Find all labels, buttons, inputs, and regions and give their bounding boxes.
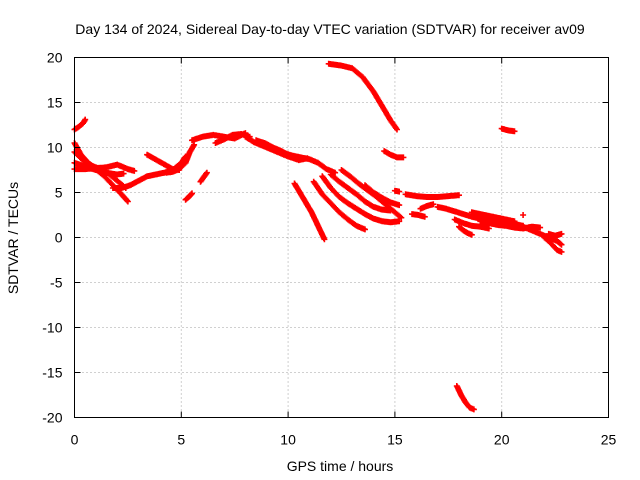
- series-arc-31: [468, 209, 518, 225]
- series-markers: [182, 190, 195, 203]
- series-arc-26: [409, 211, 428, 220]
- y-tick-label: 15: [47, 95, 63, 111]
- series-arc-27: [417, 201, 437, 212]
- y-tick-label: -5: [50, 275, 63, 291]
- series-markers: [456, 223, 475, 238]
- series-markers: [197, 169, 210, 185]
- x-tick-label: 25: [601, 432, 617, 448]
- x-tick-label: 20: [494, 432, 510, 448]
- grid: [74, 57, 609, 418]
- y-axis: -20 -15 -10 -5 0 5 10 15 20: [42, 50, 609, 426]
- series-arc-21: [362, 182, 403, 209]
- y-axis-title: SDTVAR / TECUs: [5, 182, 21, 294]
- y-tick-label: -20: [42, 410, 62, 426]
- series-arc-25: [402, 191, 462, 200]
- series-markers: [310, 178, 368, 233]
- series-markers: [520, 212, 527, 218]
- x-tick-label: 5: [177, 432, 185, 448]
- series-arc-10: [197, 169, 210, 185]
- y-tick-label: 0: [55, 230, 63, 246]
- series-markers: [391, 187, 403, 195]
- y-tick-label: 10: [47, 140, 63, 156]
- series-markers: [325, 60, 400, 133]
- series-arc-29: [451, 216, 492, 232]
- series-markers: [409, 211, 428, 220]
- series-arc-22: [325, 60, 400, 133]
- series-arc-15: [272, 146, 339, 176]
- series-markers: [291, 180, 328, 243]
- series-arc-24: [391, 187, 403, 195]
- series-markers: [319, 173, 403, 226]
- series-markers: [541, 234, 565, 255]
- y-tick-label: 20: [47, 50, 63, 66]
- y-tick-label: 5: [55, 185, 63, 201]
- series-arc-30: [456, 223, 475, 238]
- series-markers: [327, 171, 394, 214]
- series-arc-34: [541, 234, 565, 255]
- series-arc-19: [327, 171, 394, 214]
- x-tick-label: 15: [387, 432, 403, 448]
- series-markers: [402, 191, 462, 200]
- x-axis-title: GPS time / hours: [287, 458, 394, 474]
- series-markers: [381, 148, 407, 161]
- series-arc-37: [498, 125, 518, 135]
- x-tick-label: 10: [280, 432, 296, 448]
- series-arc-18: [319, 173, 403, 226]
- series-markers: [498, 125, 518, 135]
- series-arc-16: [291, 180, 328, 243]
- series-markers: [272, 146, 339, 176]
- series-markers: [453, 383, 477, 413]
- series-arc-23: [381, 148, 407, 161]
- series-arc-17: [310, 178, 368, 233]
- x-axis: 0 5 10 15 20 25: [71, 57, 617, 448]
- series-arc-38: [453, 383, 477, 413]
- series-markers: [163, 141, 198, 176]
- series-markers: [451, 216, 492, 232]
- series-markers: [545, 230, 565, 239]
- y-tick-label: -15: [42, 365, 62, 381]
- series-arc-36: [520, 212, 527, 218]
- series-markers: [362, 182, 403, 209]
- series-arc-09: [182, 190, 195, 203]
- series-arc-35: [545, 230, 565, 239]
- y-tick-label: -10: [42, 320, 62, 336]
- data-layer: [71, 60, 565, 413]
- series-arc-08: [163, 141, 198, 176]
- series-markers: [468, 209, 518, 225]
- chart-title: Day 134 of 2024, Sidereal Day-to-day VTE…: [75, 21, 585, 37]
- x-tick-label: 0: [71, 432, 79, 448]
- series-markers: [417, 201, 437, 212]
